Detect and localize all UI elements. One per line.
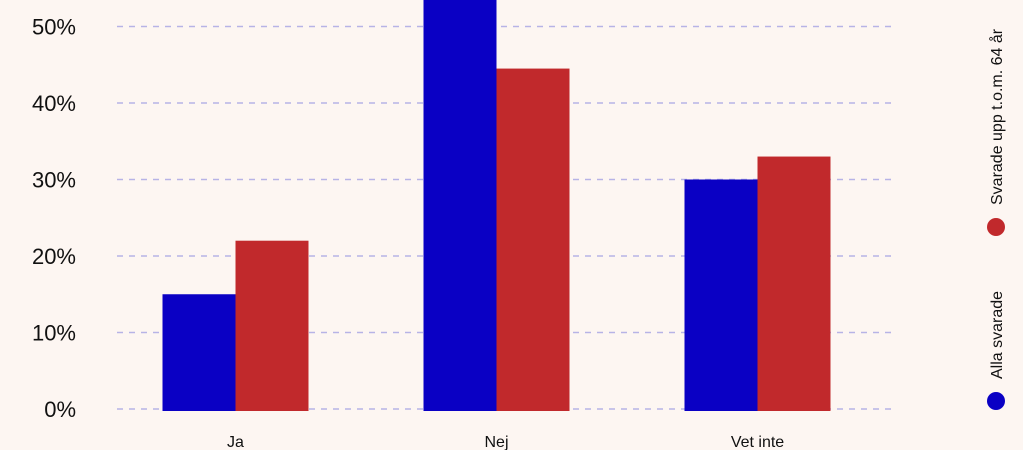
legend-label: Svarade upp t.o.m. 64 år — [988, 28, 1006, 205]
x-tick-label: Ja — [227, 434, 244, 450]
bar-ja-series-2 — [235, 240, 309, 411]
legend: Alla svarade Svarade upp t.o.m. 64 år — [987, 28, 1006, 410]
x-axis-ticks: Ja Nej Vet inte — [227, 434, 784, 450]
y-tick-label: 40% — [32, 91, 76, 116]
bar-ja-series-1 — [162, 294, 236, 411]
x-tick-label: Vet inte — [731, 434, 784, 450]
bar-nej-series-2 — [496, 68, 570, 411]
y-tick-label: 50% — [32, 15, 76, 40]
legend-marker — [987, 218, 1005, 236]
y-tick-label: 10% — [32, 321, 76, 346]
y-tick-label: 30% — [32, 168, 76, 193]
bar-vet-inte-series-2 — [757, 156, 831, 411]
bars — [162, 0, 831, 411]
bar-vet-inte-series-1 — [684, 179, 758, 411]
y-tick-label: 0% — [44, 397, 76, 422]
y-tick-label: 20% — [32, 244, 76, 269]
legend-label: Alla svarade — [989, 291, 1006, 379]
bar-nej-series-1 — [423, 0, 497, 411]
y-axis-ticks: 0% 10% 20% 30% 40% 50% — [32, 15, 76, 423]
legend-marker — [987, 392, 1005, 410]
x-tick-label: Nej — [484, 434, 508, 450]
